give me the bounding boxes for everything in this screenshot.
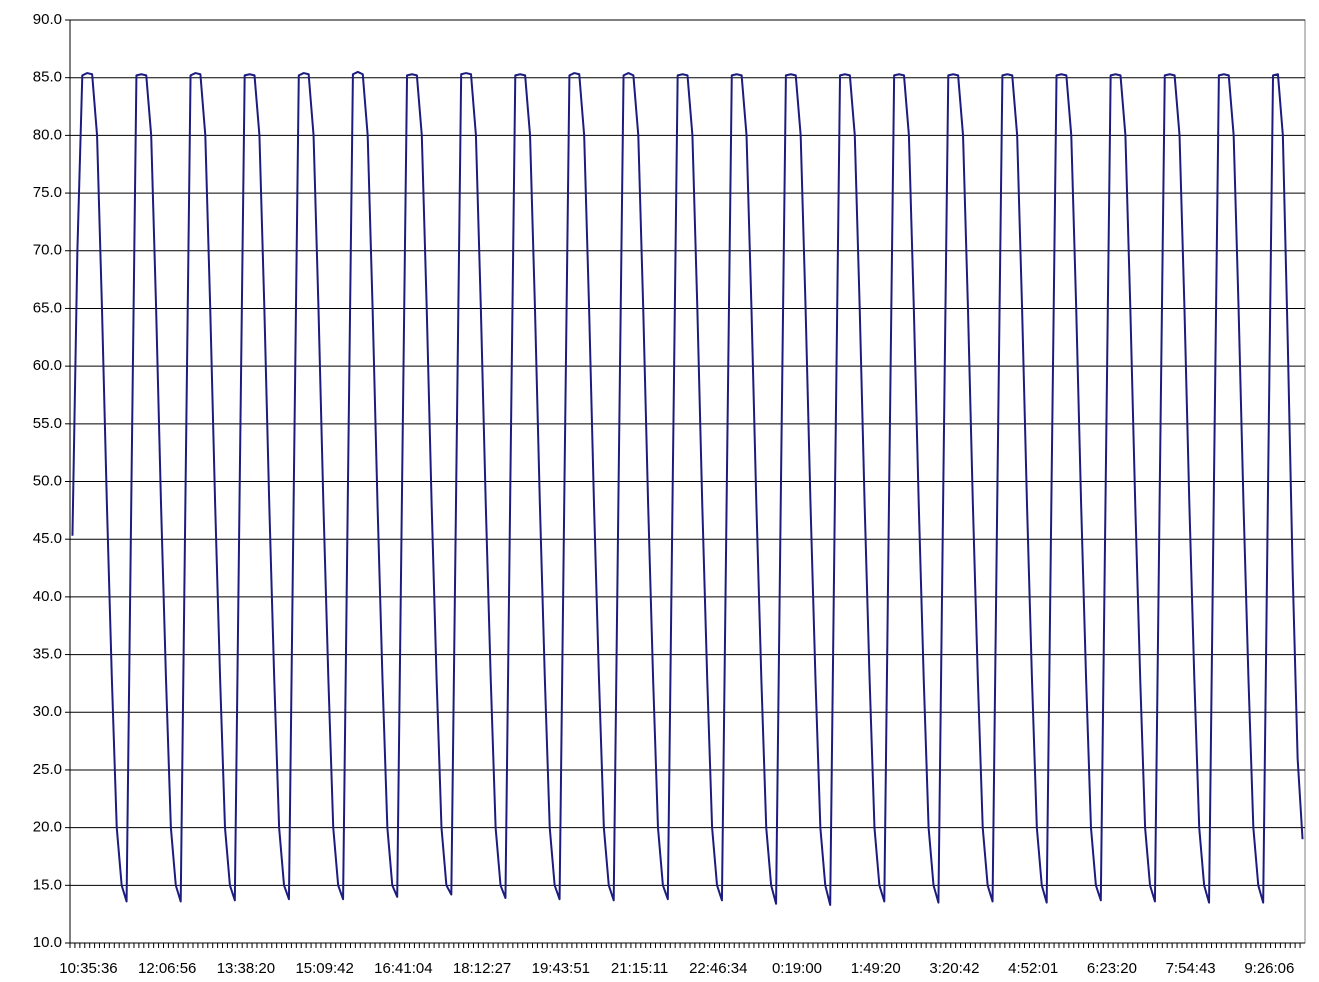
y-tick-label: 80.0 bbox=[33, 126, 62, 143]
x-tick-label: 12:06:56 bbox=[138, 960, 196, 977]
y-tick-label: 50.0 bbox=[33, 472, 62, 489]
y-tick-label: 35.0 bbox=[33, 646, 62, 663]
y-tick-label: 55.0 bbox=[33, 415, 62, 432]
x-tick-label: 13:38:20 bbox=[217, 960, 275, 977]
y-tick-label: 75.0 bbox=[33, 184, 62, 201]
x-tick-label: 3:20:42 bbox=[929, 960, 979, 977]
y-tick-label: 90.0 bbox=[33, 11, 62, 28]
y-tick-label: 85.0 bbox=[33, 69, 62, 86]
y-tick-label: 10.0 bbox=[33, 934, 62, 951]
y-tick-label: 60.0 bbox=[33, 357, 62, 374]
x-tick-label: 0:19:00 bbox=[772, 960, 822, 977]
x-tick-label: 21:15:11 bbox=[611, 960, 668, 977]
x-tick-label: 19:43:51 bbox=[532, 960, 590, 977]
x-tick-label: 16:41:04 bbox=[374, 960, 432, 977]
y-tick-label: 45.0 bbox=[33, 530, 62, 547]
y-tick-label: 40.0 bbox=[33, 588, 62, 605]
x-tick-label: 18:12:27 bbox=[453, 960, 511, 977]
data-line bbox=[71, 70, 1304, 906]
x-tick-label: 9:26:06 bbox=[1244, 960, 1294, 977]
x-tick-label: 15:09:42 bbox=[295, 960, 353, 977]
x-tick-label: 22:46:34 bbox=[689, 960, 747, 977]
x-tick-label: 7:54:43 bbox=[1166, 960, 1216, 977]
y-tick-label: 20.0 bbox=[33, 819, 62, 836]
y-tick-label: 30.0 bbox=[33, 703, 62, 720]
y-tick-label: 25.0 bbox=[33, 761, 62, 778]
y-tick-label: 65.0 bbox=[33, 299, 62, 316]
x-tick-label: 4:52:01 bbox=[1008, 960, 1058, 977]
x-tick-label: 6:23:20 bbox=[1087, 960, 1137, 977]
x-tick-label: 10:35:36 bbox=[59, 960, 117, 977]
y-tick-label: 15.0 bbox=[33, 876, 62, 893]
x-tick-label: 1:49:20 bbox=[851, 960, 901, 977]
y-tick-label: 70.0 bbox=[33, 242, 62, 259]
